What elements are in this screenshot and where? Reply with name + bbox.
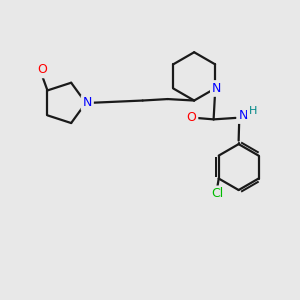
Text: N: N (82, 96, 92, 110)
Text: N: N (238, 109, 248, 122)
Text: O: O (37, 63, 47, 76)
Text: Cl: Cl (211, 188, 224, 200)
Text: O: O (187, 111, 196, 124)
Text: H: H (249, 106, 257, 116)
Text: N: N (212, 82, 221, 95)
